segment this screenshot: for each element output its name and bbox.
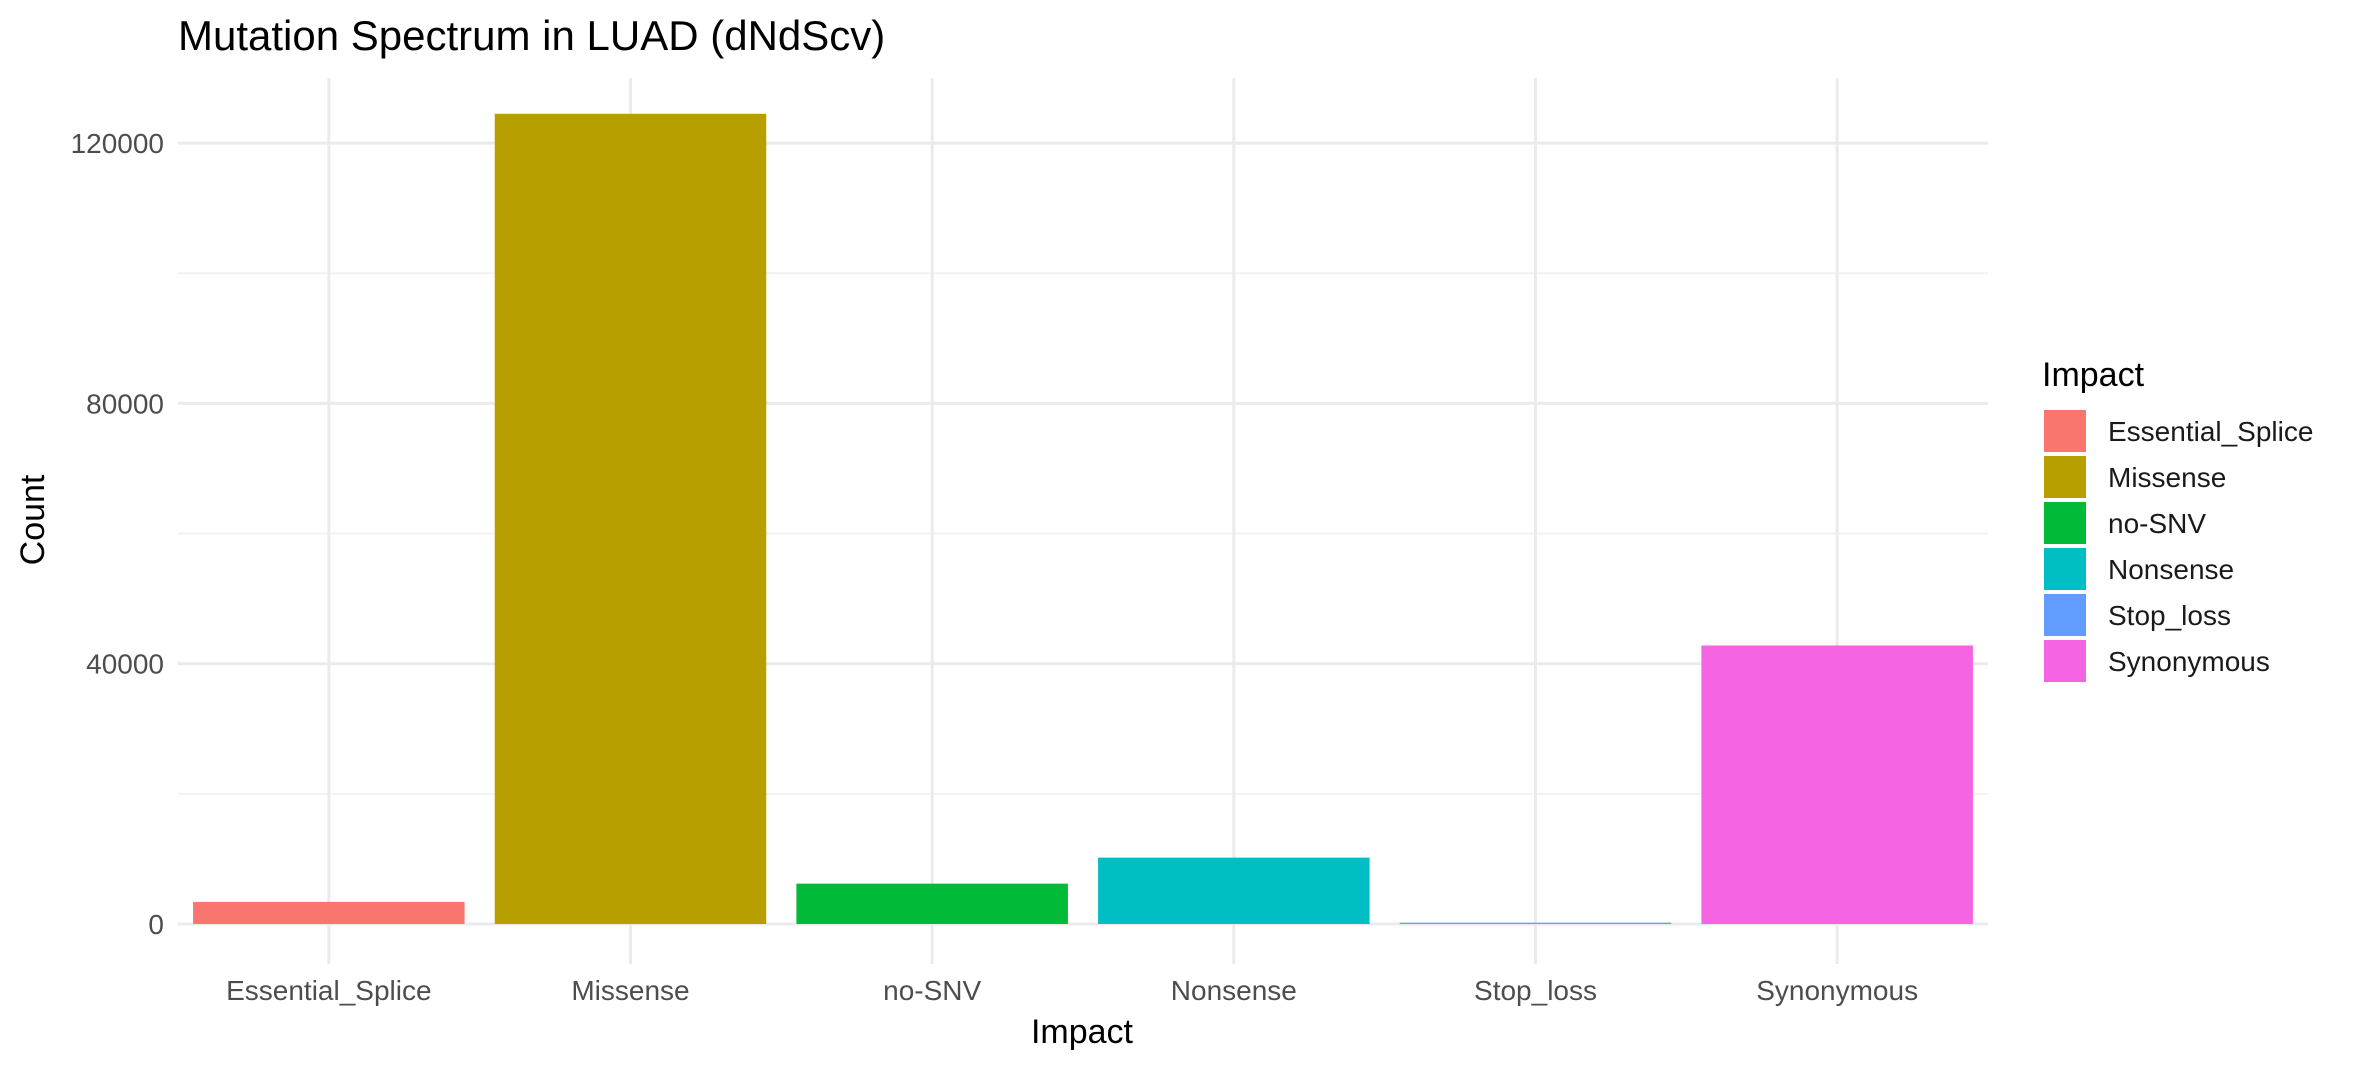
y-tick-label: 40000 xyxy=(86,649,164,680)
y-tick-label: 80000 xyxy=(86,388,164,419)
x-tick-label: no-SNV xyxy=(883,975,981,1006)
bar-no-snv xyxy=(796,883,1068,924)
legend-label: Nonsense xyxy=(2108,554,2234,585)
y-axis-title: Count xyxy=(14,474,52,565)
y-axis-ticks: 0 40000 80000 120000 xyxy=(71,128,164,940)
x-tick-label: Synonymous xyxy=(1756,975,1918,1006)
bar-essential-splice xyxy=(193,901,465,924)
y-tick-label: 120000 xyxy=(71,128,164,159)
x-tick-label: Stop_loss xyxy=(1474,975,1597,1006)
legend-key xyxy=(2044,456,2086,498)
legend-key xyxy=(2044,410,2086,452)
chart-title: Mutation Spectrum in LUAD (dNdScv) xyxy=(178,12,885,59)
bars xyxy=(193,113,1973,925)
x-tick-label: Nonsense xyxy=(1171,975,1297,1006)
legend-label: Synonymous xyxy=(2108,646,2270,677)
legend: Impact Essential_Splice Missense no-SNV Non… xyxy=(2042,356,2313,682)
legend-label: no-SNV xyxy=(2108,508,2206,539)
legend-label: Essential_Splice xyxy=(2108,416,2313,447)
legend-key xyxy=(2044,640,2086,682)
legend-title: Impact xyxy=(2042,356,2145,394)
x-axis-ticks: Essential_Splice Missense no-SNV Nonsense St… xyxy=(226,975,1918,1006)
bar-stop-loss xyxy=(1399,922,1672,924)
legend-label: Missense xyxy=(2108,462,2226,493)
bar-missense xyxy=(494,113,767,925)
x-tick-label: Missense xyxy=(571,975,689,1006)
bar-nonsense xyxy=(1098,857,1370,924)
x-tick-label: Essential_Splice xyxy=(226,975,431,1006)
legend-key xyxy=(2044,502,2086,544)
bar-synonymous xyxy=(1701,645,1973,924)
legend-label: Stop_loss xyxy=(2108,600,2231,631)
y-tick-label: 0 xyxy=(148,909,164,940)
legend-key xyxy=(2044,594,2086,636)
legend-key xyxy=(2044,548,2086,590)
x-axis-title: Impact xyxy=(1031,1013,1134,1051)
